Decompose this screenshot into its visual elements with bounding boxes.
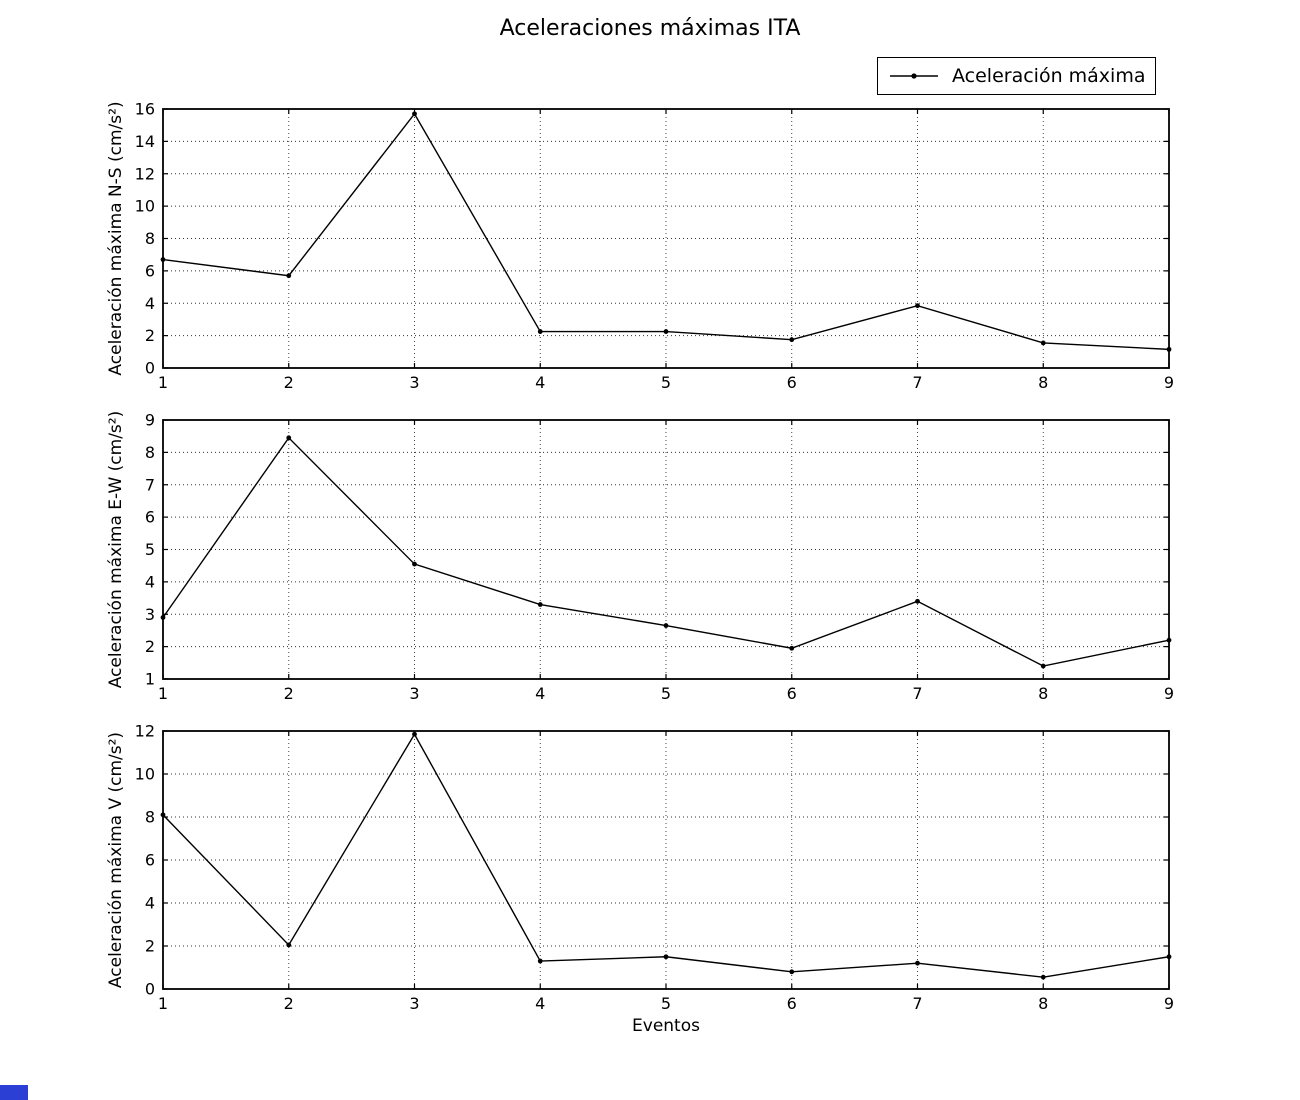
- corner-marker: [0, 1085, 28, 1100]
- x-tick-label: 7: [912, 684, 922, 703]
- data-point: [537, 958, 543, 964]
- y-tick-label: 2: [145, 326, 155, 345]
- y-tick-label: 8: [145, 443, 155, 462]
- data-point: [286, 435, 292, 441]
- y-tick-label: 3: [145, 605, 155, 624]
- legend: Aceleración máxima: [877, 57, 1156, 95]
- y-tick-label: 12: [135, 722, 155, 741]
- data-point: [663, 954, 669, 960]
- x-tick-label: 2: [284, 373, 294, 392]
- data-point: [789, 645, 795, 651]
- x-tick-label: 8: [1038, 994, 1048, 1013]
- x-tick-label: 6: [787, 994, 797, 1013]
- x-tick-label: 3: [409, 994, 419, 1013]
- y-tick-label: 0: [145, 359, 155, 378]
- y-tick-label: 2: [145, 637, 155, 656]
- data-point: [1040, 663, 1046, 669]
- x-tick-label: 4: [535, 994, 545, 1013]
- data-point: [915, 960, 920, 966]
- y-tick-label: 14: [135, 132, 155, 151]
- x-tick-label: 7: [912, 373, 922, 392]
- y-axis-title: Aceleración máxima V (cm/s²): [106, 732, 126, 988]
- x-tick-label: 4: [535, 684, 545, 703]
- x-tick-label: 8: [1038, 373, 1048, 392]
- y-tick-label: 10: [135, 765, 155, 784]
- y-tick-label: 8: [145, 229, 155, 248]
- x-tick-label: 1: [158, 684, 168, 703]
- data-point: [286, 273, 292, 279]
- x-tick-label: 5: [661, 373, 671, 392]
- x-tick-label: 8: [1038, 684, 1048, 703]
- data-point: [160, 615, 166, 620]
- data-point: [915, 303, 920, 309]
- data-point: [1040, 974, 1046, 980]
- x-tick-label: 9: [1164, 373, 1174, 392]
- x-tick-label: 9: [1164, 684, 1174, 703]
- y-tick-label: 5: [145, 540, 155, 559]
- y-tick-label: 4: [145, 572, 155, 591]
- x-tick-label: 6: [787, 373, 797, 392]
- y-tick-label: 4: [145, 894, 155, 913]
- data-point: [1166, 637, 1172, 643]
- figure-title: Aceleraciones máximas ITA: [499, 16, 801, 41]
- data-point: [537, 602, 543, 607]
- data-point: [412, 111, 417, 117]
- x-axis-label: Eventos: [632, 1016, 700, 1036]
- legend-label: Aceleración máxima: [952, 65, 1146, 87]
- data-point: [1166, 954, 1172, 960]
- x-tick-label: 5: [661, 684, 671, 703]
- y-tick-label: 9: [145, 411, 155, 430]
- x-tick-label: 6: [787, 684, 797, 703]
- x-tick-label: 7: [912, 994, 922, 1013]
- y-tick-label: 7: [145, 475, 155, 494]
- x-tick-label: 3: [409, 373, 419, 392]
- data-point: [160, 257, 166, 262]
- x-tick-label: 5: [661, 994, 671, 1013]
- x-tick-label: 9: [1164, 994, 1174, 1013]
- x-tick-label: 2: [284, 684, 294, 703]
- data-point: [789, 337, 795, 343]
- x-tick-label: 1: [158, 373, 168, 392]
- y-tick-label: 6: [145, 508, 155, 527]
- y-tick-label: 6: [145, 261, 155, 280]
- y-tick-label: 0: [145, 980, 155, 999]
- x-tick-label: 3: [409, 684, 419, 703]
- data-point: [1040, 340, 1046, 346]
- data-point: [286, 942, 292, 948]
- y-tick-label: 12: [135, 164, 155, 183]
- data-point: [663, 623, 669, 628]
- y-tick-label: 16: [135, 100, 155, 119]
- x-tick-label: 1: [158, 994, 168, 1013]
- data-point: [1166, 346, 1172, 352]
- y-tick-label: 8: [145, 808, 155, 827]
- data-point: [412, 731, 417, 737]
- legend-line-icon: [890, 73, 938, 79]
- data-point: [789, 969, 795, 975]
- data-point: [537, 329, 543, 334]
- data-point: [160, 812, 166, 818]
- data-point: [663, 329, 669, 334]
- y-tick-label: 4: [145, 294, 155, 313]
- x-tick-label: 2: [284, 994, 294, 1013]
- y-axis-title: Aceleración máxima E-W (cm/s²): [106, 411, 126, 689]
- y-tick-label: 10: [135, 197, 155, 216]
- y-tick-label: 6: [145, 851, 155, 870]
- y-axis-title: Aceleración máxima N-S (cm/s²): [106, 101, 126, 375]
- x-tick-label: 4: [535, 373, 545, 392]
- data-point: [915, 598, 920, 604]
- y-tick-label: 1: [145, 670, 155, 689]
- y-tick-label: 2: [145, 937, 155, 956]
- data-point: [412, 561, 417, 567]
